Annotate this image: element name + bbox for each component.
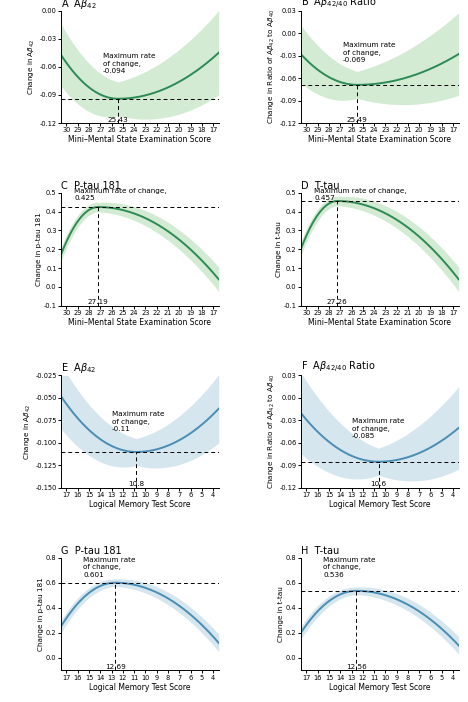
- Text: 25.49: 25.49: [347, 117, 368, 123]
- Y-axis label: Change in A$\beta_{42}$: Change in A$\beta_{42}$: [23, 404, 33, 460]
- Text: D  T-tau: D T-tau: [301, 182, 339, 192]
- Text: Maximum rate
of change,
-0.069: Maximum rate of change, -0.069: [343, 42, 395, 63]
- Y-axis label: Change in p-tau 181: Change in p-tau 181: [36, 213, 42, 286]
- X-axis label: Mini–Mental State Examination Score: Mini–Mental State Examination Score: [308, 135, 451, 145]
- Text: Maximum rate
of change,
-0.094: Maximum rate of change, -0.094: [102, 53, 155, 74]
- Y-axis label: Change in t-tau: Change in t-tau: [278, 586, 284, 642]
- Text: 12.69: 12.69: [105, 664, 125, 670]
- Text: 27.26: 27.26: [327, 299, 348, 305]
- X-axis label: Logical Memory Test Score: Logical Memory Test Score: [89, 682, 190, 691]
- Text: Maximum rate
of change,
-0.085: Maximum rate of change, -0.085: [351, 418, 404, 439]
- Y-axis label: Change in Ratio of A$\beta_{42}$ to A$\beta_{40}$: Change in Ratio of A$\beta_{42}$ to A$\b…: [267, 9, 277, 124]
- X-axis label: Mini–Mental State Examination Score: Mini–Mental State Examination Score: [308, 318, 451, 327]
- Text: A  A$\beta_{42}$: A A$\beta_{42}$: [61, 0, 96, 11]
- X-axis label: Logical Memory Test Score: Logical Memory Test Score: [329, 501, 431, 509]
- Text: Maximum rate of change,
0.457: Maximum rate of change, 0.457: [314, 188, 407, 201]
- Text: C  P-tau 181: C P-tau 181: [61, 182, 121, 192]
- Text: Maximum rate
of change,
0.536: Maximum rate of change, 0.536: [323, 557, 376, 578]
- Text: Maximum rate of change,
0.425: Maximum rate of change, 0.425: [74, 188, 167, 201]
- Text: Maximum rate
of change,
-0.11: Maximum rate of change, -0.11: [111, 411, 164, 432]
- X-axis label: Mini–Mental State Examination Score: Mini–Mental State Examination Score: [68, 318, 211, 327]
- Text: 25.43: 25.43: [108, 117, 128, 123]
- Text: 27.19: 27.19: [88, 299, 109, 305]
- Text: Maximum rate
of change,
0.601: Maximum rate of change, 0.601: [83, 557, 136, 578]
- Text: F  A$\beta_{42/40}$ Ratio: F A$\beta_{42/40}$ Ratio: [301, 360, 375, 376]
- X-axis label: Logical Memory Test Score: Logical Memory Test Score: [89, 501, 190, 509]
- Text: B  A$\beta_{42/40}$ Ratio: B A$\beta_{42/40}$ Ratio: [301, 0, 376, 11]
- X-axis label: Logical Memory Test Score: Logical Memory Test Score: [329, 682, 431, 691]
- Y-axis label: Change in Ratio of A$\beta_{42}$ to A$\beta_{40}$: Change in Ratio of A$\beta_{42}$ to A$\b…: [267, 374, 277, 489]
- Text: 10.6: 10.6: [371, 482, 387, 487]
- Text: H  T-tau: H T-tau: [301, 546, 339, 556]
- Text: G  P-tau 181: G P-tau 181: [61, 546, 122, 556]
- Text: 12.56: 12.56: [346, 664, 367, 670]
- Text: E  A$\beta_{42}$: E A$\beta_{42}$: [61, 362, 96, 376]
- Y-axis label: Change in t-tau: Change in t-tau: [276, 221, 282, 277]
- Text: 10.8: 10.8: [128, 482, 145, 487]
- Y-axis label: Change in A$\beta_{42}$: Change in A$\beta_{42}$: [27, 39, 37, 95]
- Y-axis label: Change in p-tau 181: Change in p-tau 181: [38, 577, 44, 651]
- X-axis label: Mini–Mental State Examination Score: Mini–Mental State Examination Score: [68, 135, 211, 145]
